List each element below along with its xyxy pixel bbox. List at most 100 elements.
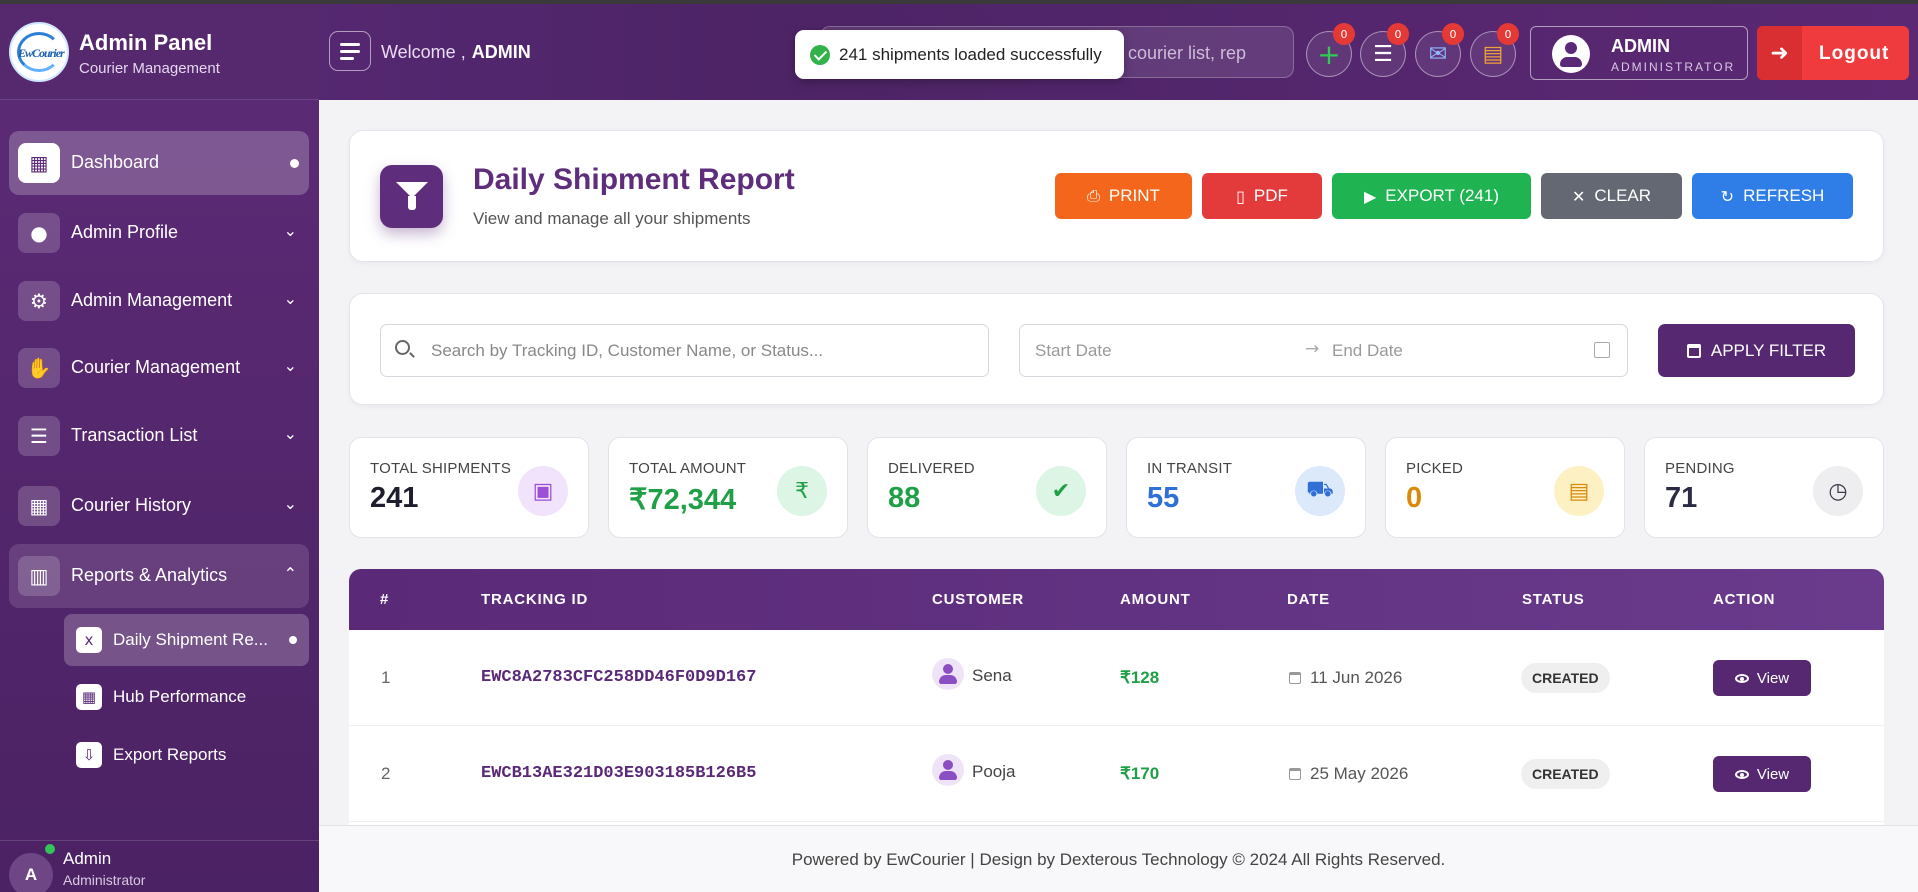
list-icon: ☰ — [18, 416, 60, 456]
stat-label: DELIVERED — [888, 460, 975, 477]
success-toast: 241 shipments loaded successfully — [795, 30, 1124, 79]
chevron-down-icon: ⌄ — [283, 356, 297, 375]
calendar-icon — [1289, 672, 1301, 684]
search-icon — [395, 340, 410, 355]
brand[interactable]: EwCourier Admin Panel Courier Management — [0, 4, 319, 100]
column-header: ACTION — [1713, 591, 1776, 608]
welcome-text: Welcome , ADMIN — [381, 42, 531, 63]
sidebar-user-name: Admin — [63, 849, 112, 868]
top-header: EwCourier Admin Panel Courier Management… — [0, 4, 1918, 100]
table-row[interactable]: 1 EWC8A2783CFC258DD46F0D9D167 Sena ₹128 … — [349, 630, 1884, 726]
view-button[interactable]: View — [1713, 756, 1811, 792]
stat-card-pending: PENDING 71 ◷ — [1644, 437, 1884, 538]
apply-filter-label: APPLY FILTER — [1710, 340, 1827, 360]
logout-button[interactable]: ➜ Logout — [1757, 26, 1909, 80]
date-value: 11 Jun 2026 — [1310, 668, 1403, 687]
customer-avatar-icon — [932, 658, 964, 690]
sidebar-item-courier-management[interactable]: ✋ Courier Management ⌄ — [9, 336, 309, 400]
page-footer: Powered by EwCourier | Design by Dextero… — [319, 825, 1918, 892]
date-range-picker[interactable]: Start Date → End Date — [1019, 324, 1628, 377]
pdf-label: PDF — [1253, 186, 1288, 205]
add-icon-button[interactable]: + 0 — [1306, 23, 1355, 77]
account-menu[interactable]: ADMIN ADMINISTRATOR — [1530, 26, 1748, 80]
sidebar-item-reports-analytics[interactable]: ▥ Reports & Analytics ⌃ — [9, 544, 309, 608]
sidebar-item-admin-profile[interactable]: ● Admin Profile ⌄ — [9, 201, 309, 265]
calendar-icon — [1686, 343, 1701, 358]
sidebar-item-dashboard[interactable]: ▦ Dashboard — [9, 131, 309, 195]
view-label: View — [1756, 765, 1790, 783]
account-role: ADMINISTRATOR — [1611, 60, 1736, 74]
column-header: # — [380, 591, 390, 608]
sidebar-item-label: Reports & Analytics — [71, 565, 228, 585]
notification-badge: 0 — [1333, 23, 1355, 45]
grid-icon: ▦ — [18, 143, 60, 183]
view-button[interactable]: View — [1713, 660, 1811, 696]
pdf-file-icon: ▯ — [1236, 186, 1245, 206]
column-header: STATUS — [1522, 591, 1585, 608]
sidebar-item-label: Courier Management — [71, 357, 241, 377]
shipment-search-input[interactable]: Search by Tracking ID, Customer Name, or… — [380, 324, 989, 377]
sidebar-subitem-label: Hub Performance — [113, 687, 247, 706]
mail-icon-button[interactable]: ✉ 0 — [1415, 23, 1464, 77]
grid-icon: ▦ — [18, 486, 60, 526]
view-label: View — [1756, 669, 1790, 687]
start-date-field[interactable]: Start Date — [1035, 341, 1112, 360]
apply-filter-button[interactable]: APPLY FILTER — [1658, 324, 1855, 377]
sidebar-item-label: Transaction List — [71, 425, 198, 445]
customer-avatar-icon — [932, 754, 964, 786]
stat-value: 88 — [888, 482, 921, 514]
chevron-down-icon: ⌄ — [283, 289, 297, 308]
sidebar-item-courier-history[interactable]: ▦ Courier History ⌄ — [9, 474, 309, 538]
logout-label: Logout — [1819, 43, 1890, 64]
clear-button[interactable]: ✕ CLEAR — [1541, 173, 1682, 219]
end-date-field[interactable]: End Date — [1332, 341, 1403, 360]
window-top-strip — [0, 0, 1918, 4]
handshake-icon: ✋ — [18, 348, 60, 388]
eye-icon — [1734, 769, 1749, 779]
notification-badge: 0 — [1442, 23, 1464, 45]
notification-badge: 0 — [1497, 23, 1519, 45]
clipboard-icon-button[interactable]: ▤ 0 — [1470, 23, 1519, 77]
sidebar-user[interactable]: A Admin Administrator — [0, 840, 319, 892]
arrow-right-icon: → — [1305, 339, 1320, 359]
refresh-button[interactable]: ↻ REFRESH — [1692, 173, 1853, 219]
shipments-table: # TRACKING ID CUSTOMER AMOUNT DATE STATU… — [349, 569, 1884, 825]
tracking-id[interactable]: EWC8A2783CFC258DD46F0D9D167 — [481, 668, 757, 687]
export-button[interactable]: ▶ EXPORT (241) — [1332, 173, 1531, 219]
table-row[interactable]: 2 EWCB13AE321D03E903185B126B5 Pooja ₹170… — [349, 726, 1884, 822]
building-icon: ▦ — [76, 684, 102, 710]
calendar-icon — [1594, 342, 1610, 358]
account-name: ADMIN — [1611, 36, 1670, 56]
welcome-user: ADMIN — [471, 42, 531, 62]
sidebar-item-admin-management[interactable]: ⚙ Admin Management ⌄ — [9, 269, 309, 333]
customer-name: Sena — [972, 666, 1012, 685]
list-icon-button[interactable]: ☰ 0 — [1360, 23, 1409, 77]
column-header: CUSTOMER — [932, 591, 1024, 608]
chart-icon: ▥ — [18, 556, 60, 596]
sidebar-item-transaction-list[interactable]: ☰ Transaction List ⌄ — [9, 404, 309, 468]
chevron-down-icon: ⌄ — [283, 424, 297, 443]
notification-badge: 0 — [1387, 23, 1409, 45]
sidebar-subitem-export-reports[interactable]: ⇩ Export Reports — [64, 729, 309, 781]
table-header: # TRACKING ID CUSTOMER AMOUNT DATE STATU… — [349, 569, 1884, 630]
sidebar-subitem-daily-shipment-report[interactable]: x Daily Shipment Re... — [64, 614, 309, 666]
sidebar-user-role: Administrator — [63, 872, 146, 888]
chevron-down-icon: ⌄ — [283, 221, 297, 240]
clear-label: CLEAR — [1594, 186, 1652, 205]
filter-icon — [380, 165, 443, 228]
date-cell: 11 Jun 2026 — [1289, 668, 1402, 688]
sidebar-item-label: Courier History — [71, 495, 192, 515]
tracking-id[interactable]: EWCB13AE321D03E903185B126B5 — [481, 764, 757, 783]
download-icon: ⇩ — [76, 742, 102, 768]
customer-name: Pooja — [972, 762, 1016, 781]
print-button[interactable]: ⎙ PRINT — [1055, 173, 1192, 219]
stat-card-delivered: DELIVERED 88 ✔ — [867, 437, 1107, 538]
menu-toggle-button[interactable] — [329, 31, 371, 71]
pdf-button[interactable]: ▯ PDF — [1202, 173, 1322, 219]
user-cog-icon: ⚙ — [18, 281, 60, 321]
stat-value: 71 — [1665, 482, 1698, 514]
sidebar-subitem-hub-performance[interactable]: ▦ Hub Performance — [64, 671, 309, 723]
chevron-up-icon: ⌃ — [283, 564, 297, 583]
box-icon: ▣ — [518, 466, 568, 516]
stat-label: IN TRANSIT — [1147, 460, 1233, 477]
